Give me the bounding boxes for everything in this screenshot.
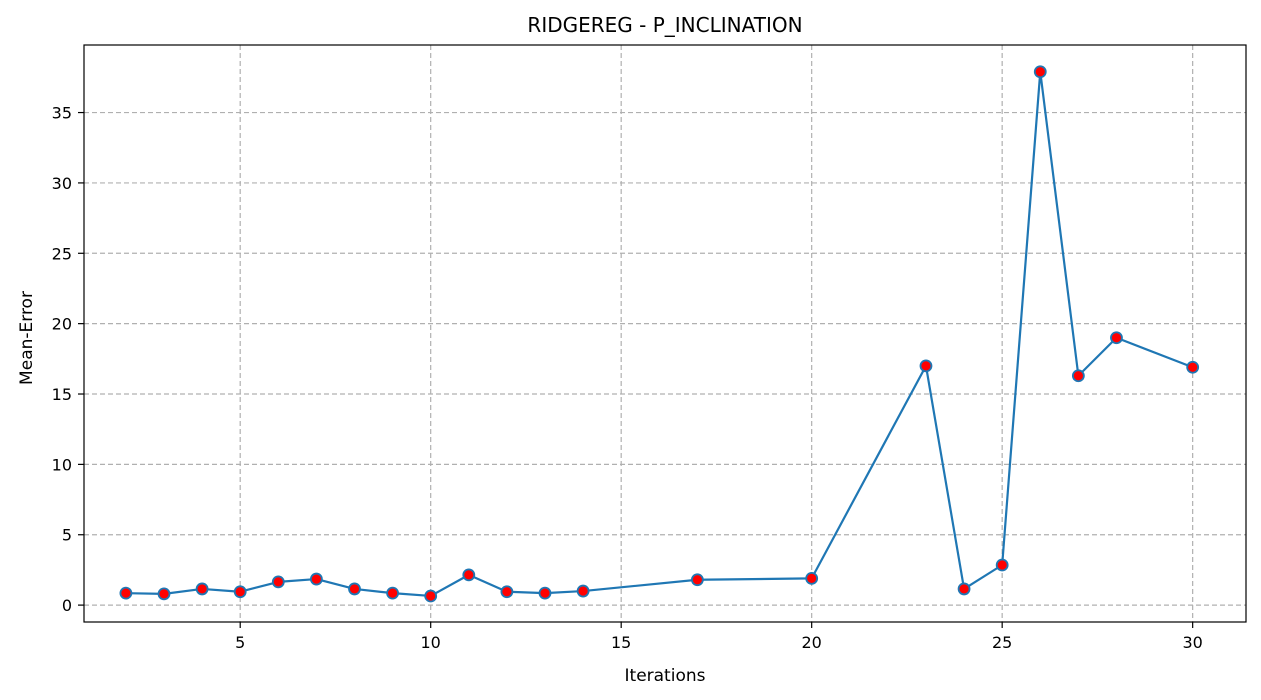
data-point (538, 586, 552, 600)
x-tick-label: 25 (992, 633, 1012, 652)
data-point (386, 586, 399, 600)
data-point (576, 584, 590, 598)
data-point (233, 585, 247, 599)
data-point (348, 582, 361, 596)
data-point (1110, 331, 1123, 345)
data-point (500, 585, 514, 599)
data-point (1186, 360, 1200, 374)
chart-title: RIDGEREG - P_INCLINATION (527, 13, 802, 37)
data-point (805, 571, 819, 585)
data-point (919, 359, 933, 373)
x-tick-label: 20 (801, 633, 821, 652)
data-point (690, 573, 704, 587)
plot-frame (83, 44, 1247, 623)
y-tick-label: 5 (62, 526, 72, 545)
x-tick-label: 10 (421, 633, 441, 652)
y-tick-label: 0 (62, 596, 72, 615)
series-layer (119, 65, 1200, 603)
data-point (309, 572, 323, 586)
y-tick-label: 20 (52, 315, 72, 334)
data-point (424, 589, 438, 603)
x-tick-label: 15 (611, 633, 631, 652)
series-line (125, 70, 1194, 598)
data-point (157, 587, 171, 601)
data-point (1071, 369, 1085, 383)
y-axis-label: Mean-Error (17, 291, 37, 385)
data-point (462, 568, 476, 582)
y-tick-label: 35 (52, 104, 72, 123)
data-point (119, 586, 133, 600)
data-point (957, 582, 971, 596)
grid-layer (84, 45, 1246, 622)
y-tick-label: 30 (52, 174, 72, 193)
y-tick-label: 10 (52, 455, 72, 474)
data-point (271, 575, 285, 589)
x-axis-label: Iterations (625, 666, 706, 686)
data-point (195, 582, 209, 596)
x-tick-label: 30 (1182, 633, 1202, 652)
y-tick-label: 15 (52, 385, 72, 404)
data-point (995, 558, 1009, 572)
x-tick-label: 5 (235, 633, 245, 652)
tick-layer: 5 10 15 20 25 30 0 5 10 15 20 25 30 35 (52, 104, 1203, 652)
y-tick-label: 25 (52, 244, 72, 263)
data-point (1033, 65, 1047, 79)
